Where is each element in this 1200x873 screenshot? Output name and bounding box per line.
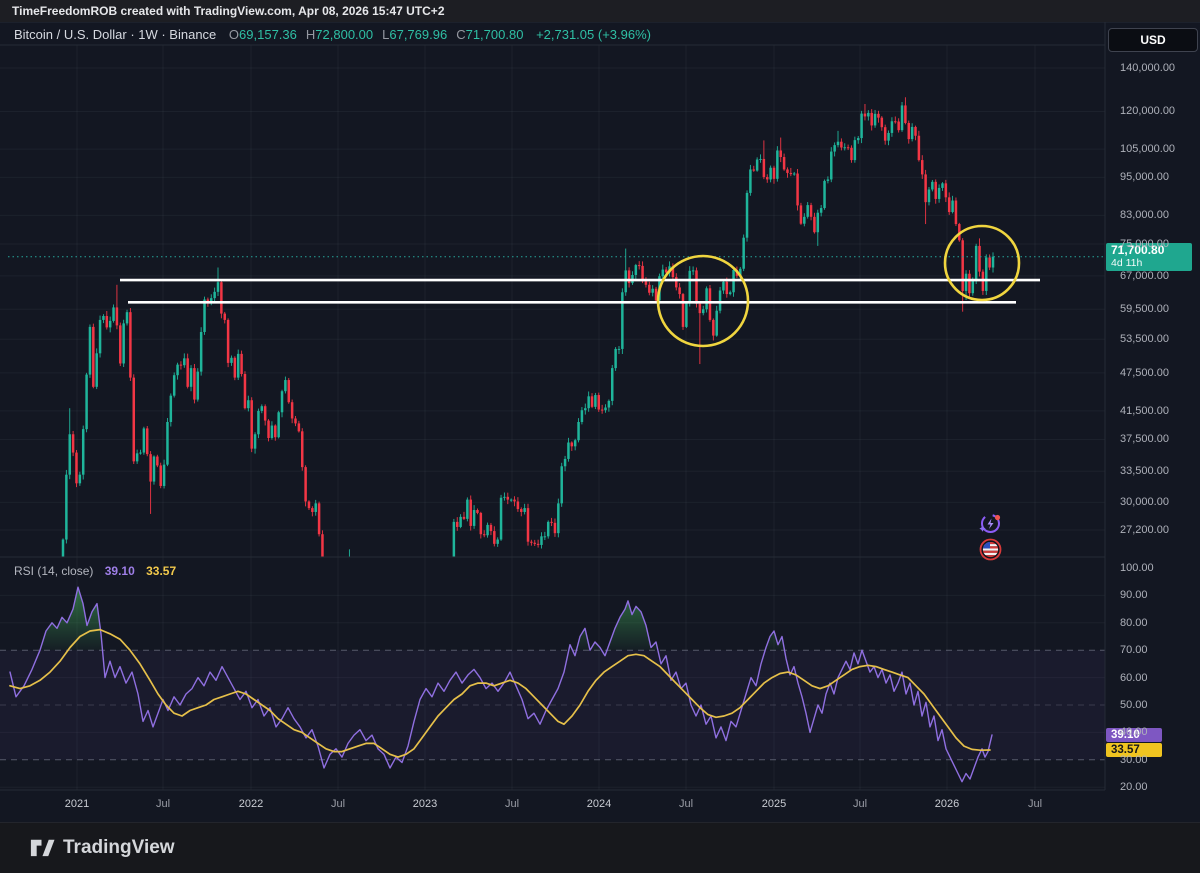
rsi-tick-label: 40.00 bbox=[1120, 726, 1148, 739]
time-tick-label: 2024 bbox=[586, 798, 612, 810]
chart-event-icons bbox=[978, 511, 1003, 562]
price-tick-label: 95,000.00 bbox=[1120, 171, 1169, 184]
rsi-tick-label: 50.00 bbox=[1120, 699, 1148, 711]
price-tick-label: 41,500.00 bbox=[1120, 404, 1169, 417]
price-tick-label: 53,500.00 bbox=[1120, 333, 1169, 346]
currency-toggle-button[interactable]: USD bbox=[1108, 28, 1198, 52]
time-tick-label: Jul bbox=[155, 798, 171, 810]
attribution-bar: TimeFreedomROB created with TradingView.… bbox=[0, 0, 1200, 22]
circle-annotation[interactable] bbox=[656, 254, 750, 348]
rsi-value-pill: 39.10 bbox=[1106, 727, 1162, 742]
ohlc-letter: C bbox=[456, 27, 466, 42]
rsi-indicator-legend[interactable]: RSI (14, close) 39.10 33.57 bbox=[14, 564, 176, 578]
time-tick-label: Jul bbox=[1027, 798, 1043, 810]
price-tick-label: 67,000.00 bbox=[1120, 269, 1169, 282]
price-tick-label: 140,000.00 bbox=[1120, 62, 1176, 74]
rsi-tick-label: 100.00 bbox=[1120, 562, 1154, 574]
ohlc-value: 71,700.80 bbox=[465, 27, 524, 42]
ohlc-letter: H bbox=[305, 27, 316, 42]
price-tick-label: 30,000.00 bbox=[1120, 496, 1169, 509]
change-value: +2,731.05 (+3.96%) bbox=[536, 27, 651, 42]
rsi-value: 39.10 bbox=[104, 564, 135, 578]
price-tick-label: 47,500.00 bbox=[1120, 366, 1169, 379]
last-price-value: 71,700.80 bbox=[1111, 242, 1165, 257]
tradingview-logo-icon bbox=[30, 839, 55, 857]
symbol-header[interactable]: Bitcoin / U.S. Dollar · 1W · Binance O69… bbox=[14, 27, 651, 42]
ohlc-value: 69,157.36 bbox=[239, 27, 297, 42]
ohlc-value: 72,800.00 bbox=[315, 27, 374, 42]
price-tick-label: 33,500.00 bbox=[1120, 465, 1169, 478]
candlestick-series bbox=[61, 97, 995, 557]
time-tick-label: 2021 bbox=[64, 798, 90, 810]
ohlc-value: 67,769.96 bbox=[389, 27, 448, 42]
time-tick-label: Jul bbox=[678, 798, 694, 810]
rsi-params-text: (14, close) bbox=[37, 564, 94, 578]
time-tick-label: Jul bbox=[852, 798, 868, 810]
ohlc-letter: O bbox=[228, 27, 240, 42]
time-tick-label: 2023 bbox=[412, 798, 438, 810]
price-tick-label: 105,000.00 bbox=[1120, 143, 1176, 156]
price-tick-label: 27,200.00 bbox=[1120, 524, 1169, 537]
price-tick-label: 75,000.00 bbox=[1120, 238, 1169, 250]
time-tick-label: Jul bbox=[330, 798, 346, 810]
us-flag-event-icon[interactable] bbox=[978, 537, 1003, 562]
price-tick-label: 59,500.00 bbox=[1120, 303, 1169, 316]
time-tick-label: 2022 bbox=[238, 798, 264, 810]
rsi-tick-label: 30.00 bbox=[1120, 753, 1148, 766]
rsi-tick-label: 60.00 bbox=[1120, 671, 1148, 684]
tradingview-logo-text: TradingView bbox=[63, 836, 175, 858]
ohlc-values: O69,157.36 H72,800.00 L67,769.96 C71,700.80 bbox=[220, 27, 524, 42]
rsi-tick-label: 20.00 bbox=[1120, 781, 1148, 794]
price-tick-label: 120,000.00 bbox=[1120, 105, 1176, 118]
tradingview-logo[interactable]: TradingView bbox=[28, 834, 175, 861]
bar-countdown: 4d 11h bbox=[1111, 256, 1143, 269]
rsi-tick-label: 90.00 bbox=[1120, 589, 1148, 602]
boost-icon[interactable] bbox=[978, 511, 1003, 536]
rsi-ma-value: 33.57 bbox=[146, 564, 177, 578]
rsi-tick-label: 70.00 bbox=[1120, 644, 1148, 657]
time-tick-label: Jul bbox=[504, 798, 520, 810]
rsi-title: RSI bbox=[14, 564, 35, 578]
last-price-label: 71,700.80 4d 11h bbox=[1106, 242, 1192, 271]
time-tick-label: 2025 bbox=[761, 798, 787, 810]
rsi-tick-label: 80.00 bbox=[1120, 616, 1148, 629]
price-tick-label: 83,000.00 bbox=[1120, 209, 1169, 222]
circle-annotation[interactable] bbox=[943, 224, 1021, 302]
bottom-bar bbox=[0, 822, 1200, 873]
ohlc-letter: L bbox=[382, 27, 390, 42]
price-tick-label: 37,500.00 bbox=[1120, 433, 1169, 446]
rsi-value-pill: 33.57 bbox=[1106, 743, 1162, 758]
symbol-title[interactable]: Bitcoin / U.S. Dollar · 1W · Binance bbox=[14, 27, 217, 42]
attribution-text: TimeFreedomROB created with TradingView.… bbox=[12, 4, 445, 18]
time-tick-label: 2026 bbox=[934, 798, 960, 810]
